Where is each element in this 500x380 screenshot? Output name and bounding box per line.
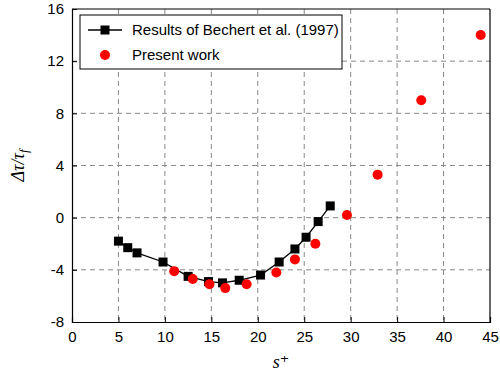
- grid: [72, 9, 490, 322]
- legend-marker: [100, 50, 110, 60]
- grid-line: [72, 165, 490, 166]
- axis-line: [73, 317, 491, 323]
- tick-label: 30: [343, 328, 360, 345]
- line: [118, 206, 330, 283]
- x-axis-title: s⁺: [273, 352, 290, 372]
- tick: 4: [56, 157, 77, 174]
- tick: 20: [250, 317, 267, 345]
- marker: [310, 239, 320, 249]
- tick-label: 8: [56, 105, 64, 122]
- grid-line: [72, 113, 490, 114]
- tick: 0: [56, 209, 77, 226]
- chart: 0 5 10 15 20 25 30 35 40 45 -8 -4 0 4 8 12 16 Results of …: [0, 0, 500, 380]
- tick-mark: [72, 166, 77, 167]
- tick-label: 10: [157, 328, 174, 345]
- tick-mark: [72, 113, 77, 114]
- tick-label: 45: [482, 328, 499, 345]
- marker: [114, 237, 123, 246]
- tick: 25: [296, 317, 313, 345]
- tick-mark: [118, 317, 119, 322]
- tick-label: 0: [56, 209, 64, 226]
- tick: 8: [56, 105, 77, 122]
- tick-mark: [258, 317, 259, 322]
- legend-label: Present work: [132, 46, 220, 63]
- tick-label: -4: [51, 261, 64, 278]
- tick-mark: [444, 317, 445, 322]
- marker: [476, 30, 486, 40]
- tick-mark: [211, 317, 212, 322]
- tick: -8: [51, 313, 77, 330]
- legend-label: Results of Bechert et al. (1997): [132, 21, 339, 38]
- tick-label: -8: [51, 313, 64, 330]
- tick: 12: [47, 52, 77, 69]
- marker: [242, 279, 252, 289]
- marker: [188, 274, 198, 284]
- marker: [290, 244, 299, 253]
- tick-mark: [72, 218, 77, 219]
- plot: 0 5 10 15 20 25 30 35 40 45 -8 -4 0 4 8 12 16 Results of …: [47, 0, 499, 344]
- tick-mark: [72, 61, 77, 62]
- tick-label: 16: [47, 0, 64, 17]
- marker: [256, 271, 265, 280]
- grid-line: [72, 217, 490, 218]
- tick-mark: [304, 317, 305, 322]
- tick-label: 40: [436, 328, 453, 345]
- tick: 30: [343, 317, 360, 345]
- tick-label: 15: [203, 328, 220, 345]
- tick-mark: [72, 322, 77, 323]
- marker: [290, 254, 300, 264]
- legend-box: [80, 15, 342, 69]
- marker: [220, 283, 230, 293]
- marker: [159, 258, 168, 267]
- marker: [373, 170, 383, 180]
- marks: [114, 30, 486, 293]
- marker: [271, 267, 281, 277]
- legend-marker: [101, 26, 110, 35]
- tick-mark: [351, 317, 352, 322]
- marker: [169, 266, 179, 276]
- tick: 15: [203, 317, 220, 345]
- tick-mark: [165, 317, 166, 322]
- tick-label: 25: [296, 328, 313, 345]
- marker: [326, 201, 335, 210]
- x-axis: 0 5 10 15 20 25 30 35 40 45: [68, 317, 499, 345]
- y-axis: -8 -4 0 4 8 12 16: [47, 0, 77, 330]
- marker: [342, 210, 352, 220]
- tick: 35: [389, 317, 406, 345]
- frame: [489, 9, 490, 322]
- marker: [204, 279, 214, 289]
- marker: [416, 95, 426, 105]
- marker: [123, 243, 132, 252]
- grid-line: [72, 269, 490, 270]
- tick: 10: [157, 317, 174, 345]
- tick: -4: [51, 261, 77, 278]
- marker: [302, 233, 311, 242]
- legend: Results of Bechert et al. (1997) Present …: [80, 15, 342, 69]
- tick-label: 5: [115, 328, 123, 345]
- tick-label: 0: [68, 328, 76, 345]
- marker: [314, 217, 323, 226]
- series: [114, 201, 335, 287]
- tick-mark: [72, 270, 77, 271]
- tick: 5: [115, 317, 123, 345]
- y-axis-title: Δτ/τf: [8, 147, 31, 182]
- tick-label: 20: [250, 328, 267, 345]
- axis-line: [73, 10, 78, 323]
- tick-label: 35: [389, 328, 406, 345]
- tick-mark: [397, 317, 398, 322]
- marker: [275, 258, 284, 267]
- marker: [133, 248, 142, 257]
- tick-label: 12: [47, 52, 64, 69]
- frame: [72, 8, 490, 9]
- tick: 40: [436, 317, 453, 345]
- tick-label: 4: [56, 157, 64, 174]
- series: [169, 30, 486, 293]
